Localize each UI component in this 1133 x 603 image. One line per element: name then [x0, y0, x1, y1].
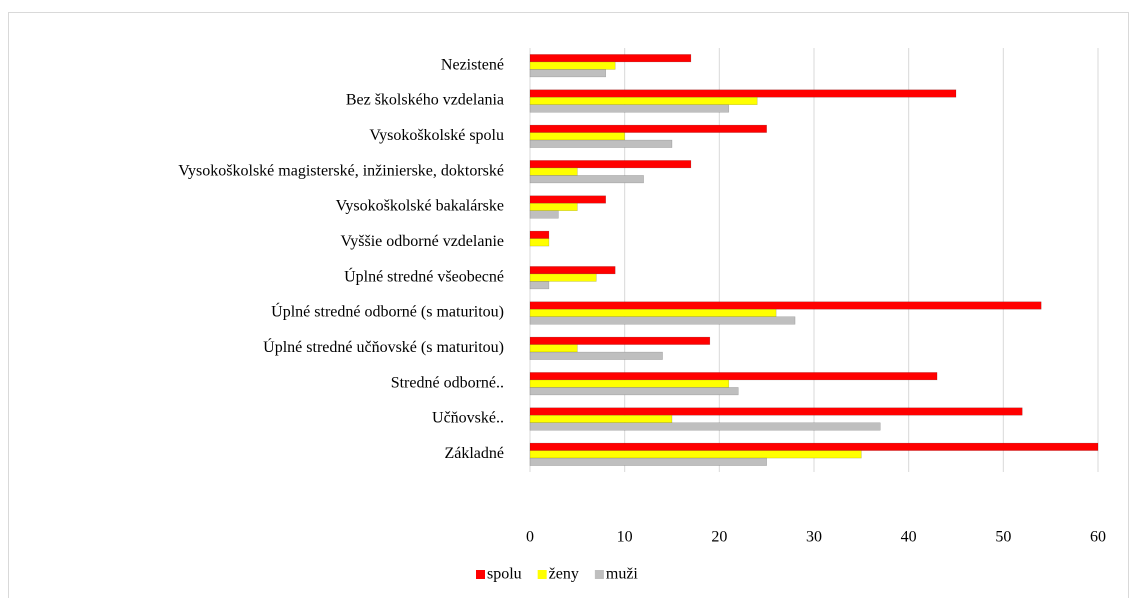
bar	[529, 415, 673, 423]
bar	[529, 89, 957, 98]
legend-label: ženy	[549, 566, 579, 583]
bar	[529, 69, 606, 78]
bar	[529, 210, 559, 219]
y-tick-label: Stredné odborné..	[391, 374, 504, 391]
bar	[529, 160, 692, 169]
bar	[529, 281, 550, 290]
y-tick-label: Úplné stredné odborné (s maturitou)	[271, 302, 504, 321]
bar	[529, 309, 777, 317]
x-tick-label: 50	[995, 529, 1011, 546]
y-tick-label: Vysokoškolské bakalárske	[336, 198, 504, 215]
bar	[529, 167, 578, 176]
bar	[529, 203, 578, 211]
bar	[529, 266, 616, 275]
bar	[529, 316, 796, 325]
x-tick-label: 0	[526, 529, 534, 546]
x-tick-label: 30	[806, 529, 822, 546]
bar	[529, 54, 692, 63]
bar	[529, 175, 644, 184]
bar	[529, 195, 606, 204]
x-tick-label: 20	[711, 529, 727, 546]
x-tick-label: 40	[901, 529, 917, 546]
bar	[529, 457, 767, 466]
bar	[529, 104, 730, 113]
y-tick-label: Bez školského vzdelania	[346, 92, 504, 109]
bar	[529, 351, 663, 360]
x-tick-label: 60	[1090, 529, 1106, 546]
legend-swatch	[537, 570, 547, 579]
bar	[529, 139, 673, 148]
legend-label: muži	[606, 566, 639, 583]
bar	[529, 61, 616, 70]
bar	[529, 422, 881, 431]
bar	[529, 442, 1099, 451]
legend-label: spolu	[487, 566, 522, 583]
y-tick-label: Vysokoškolské magisterské, inžinierske, …	[178, 162, 504, 179]
bar	[529, 301, 1042, 310]
y-tick-label: Učňovské..	[432, 410, 504, 427]
bar	[529, 132, 625, 141]
bar	[529, 372, 938, 381]
y-tick-label: Nezistené	[441, 56, 504, 73]
bar	[529, 407, 1023, 416]
y-tick-label: Základné	[444, 445, 504, 462]
legend-swatch	[594, 570, 604, 579]
bar	[529, 344, 578, 353]
bar	[529, 124, 767, 133]
bar	[529, 387, 739, 396]
bar	[529, 273, 597, 282]
bar	[529, 450, 862, 459]
bar	[529, 336, 711, 345]
y-tick-label: Úplné stredné učňovské (s maturitou)	[263, 337, 504, 356]
legend-swatch	[476, 570, 485, 579]
bar	[529, 379, 730, 388]
bar	[529, 97, 758, 105]
y-tick-label: Vysokoškolské spolu	[369, 127, 504, 144]
x-tick-label: 10	[617, 529, 633, 546]
y-tick-label: Úplné stredné všeobecné	[344, 266, 504, 285]
bar	[529, 230, 550, 239]
bar	[529, 238, 550, 247]
y-tick-label: Vyššie odborné vzdelanie	[340, 233, 504, 250]
